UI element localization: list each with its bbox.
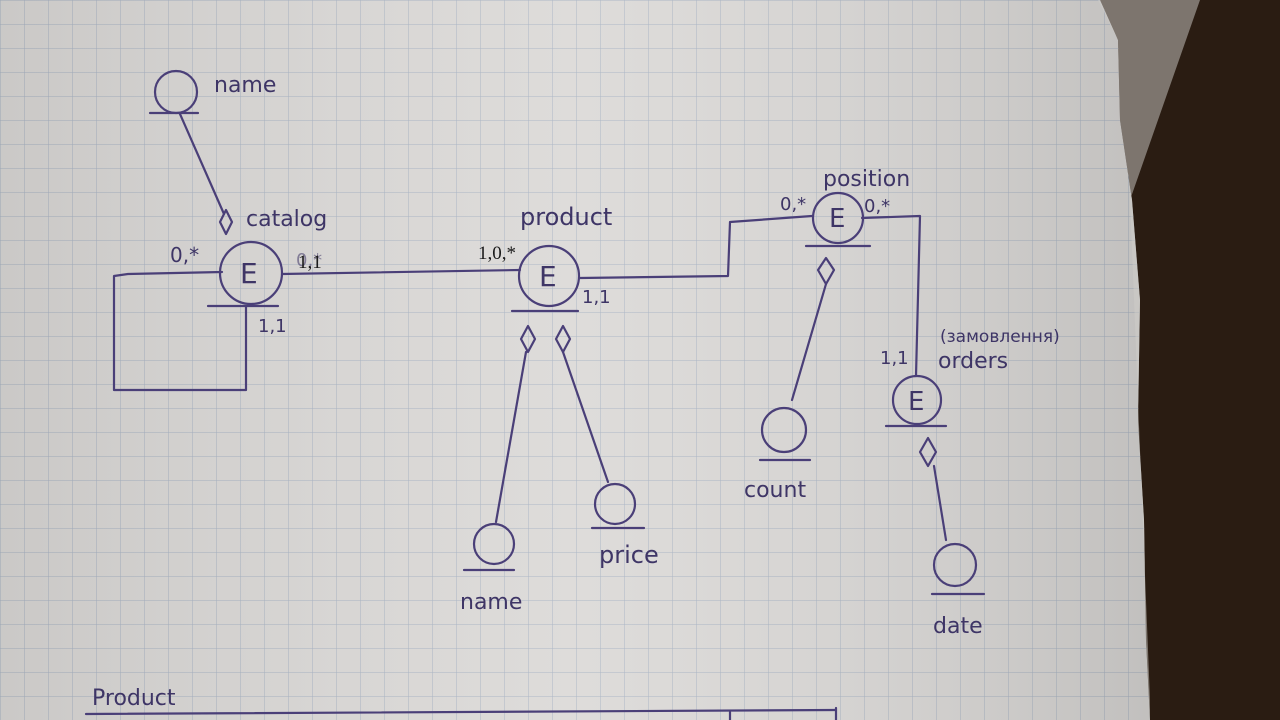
position-count-label: count <box>744 478 806 503</box>
position-count-attribute-circle <box>760 406 808 454</box>
catalog-entity-group: name E catalog 0,* 1,1 0,* 1,1 <box>112 69 327 392</box>
product-name-attribute-circle <box>472 522 516 566</box>
position-entity-symbol: E <box>829 204 845 234</box>
orders-entity-symbol: E <box>908 387 924 417</box>
product-entity-label: product <box>520 203 612 231</box>
product-name-diamond <box>519 324 537 354</box>
position-entity-label: position <box>823 167 910 192</box>
catalog-name-connector <box>178 112 226 216</box>
product-price-label: price <box>599 541 659 569</box>
orders-date-attribute-circle <box>932 542 978 588</box>
position-entity-group: E position 0,* 0,* count <box>744 167 910 503</box>
orders-position-cardinality: 1,1 <box>880 348 909 369</box>
product-table-footer: Product <box>84 686 838 720</box>
position-product-cardinality: 0,* <box>780 194 806 215</box>
orders-date-label: date <box>933 614 983 639</box>
position-count-connector <box>790 282 828 402</box>
catalog-entity-label: catalog <box>246 207 327 232</box>
product-table-title: Product <box>92 686 176 711</box>
orders-date-connector <box>932 464 948 542</box>
position-orders-relationship-line <box>860 214 922 378</box>
product-catalog-typed-cardinality: 1,0,* <box>478 243 516 264</box>
product-table-top-line <box>84 708 838 716</box>
catalog-entity-symbol: E <box>240 257 258 290</box>
product-price-attribute-circle <box>593 482 637 526</box>
position-orders-cardinality: 0,* <box>864 196 890 217</box>
product-entity-symbol: E <box>539 260 557 293</box>
catalog-product-relationship-line <box>280 268 522 276</box>
catalog-self-bottom-cardinality: 1,1 <box>258 316 287 337</box>
catalog-self-cardinality: 0,* <box>170 243 199 267</box>
product-name-connector <box>494 350 528 524</box>
orders-entity-group: E (замовлення) orders 1,1 date <box>880 327 1060 639</box>
catalog-name-label: name <box>214 73 276 98</box>
product-entity-circle <box>517 244 581 308</box>
catalog-product-handwritten-cardinality: 0,* <box>296 250 322 271</box>
catalog-self-loop <box>112 270 248 392</box>
catalog-diamond <box>218 208 234 236</box>
orders-entity-circle <box>891 374 943 426</box>
product-price-connector <box>561 350 610 484</box>
product-position-relationship-line <box>578 214 814 280</box>
orders-entity-label: orders <box>938 349 1008 374</box>
product-name-label: name <box>460 590 522 615</box>
catalog-product-typed-cardinality: 1,1 <box>298 252 322 273</box>
orders-entity-note: (замовлення) <box>940 327 1060 347</box>
product-entity-group: E product 1,0,* 1,1 name price <box>460 203 659 615</box>
paper <box>0 0 1200 720</box>
orders-date-diamond <box>918 436 938 468</box>
product-position-cardinality: 1,1 <box>582 287 611 308</box>
